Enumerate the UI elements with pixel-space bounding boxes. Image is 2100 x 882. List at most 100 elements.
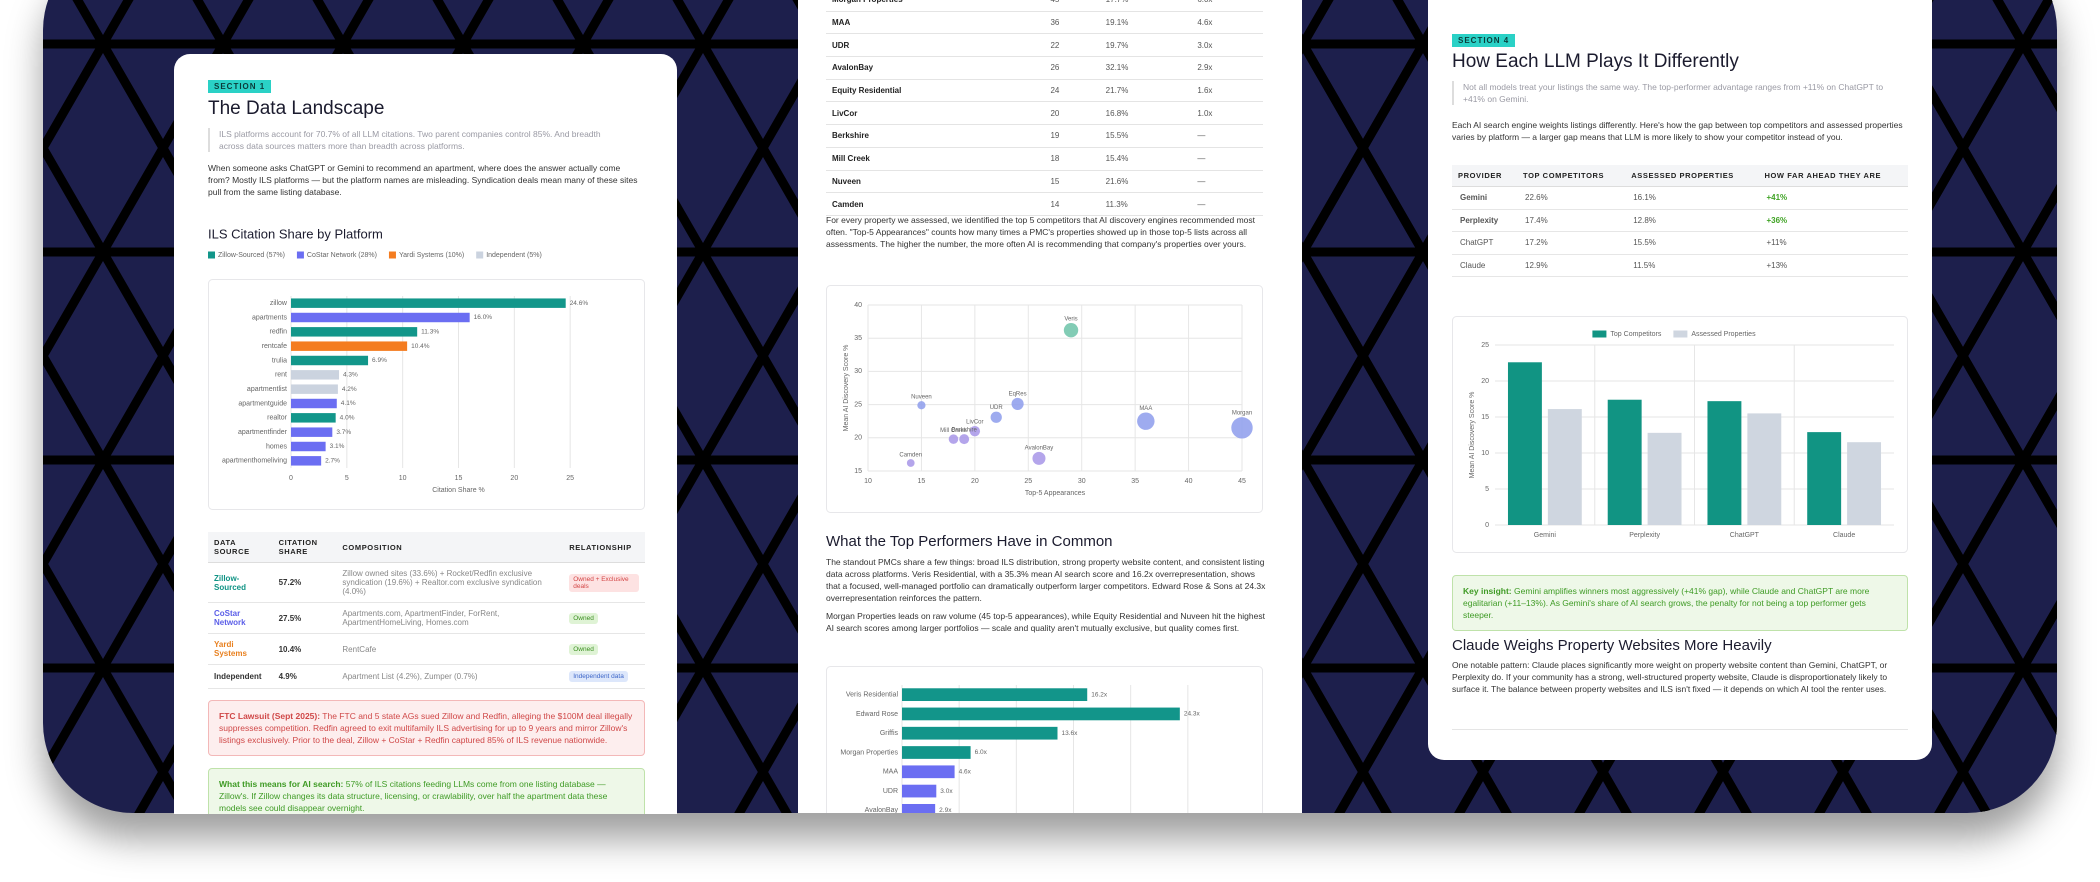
table-cell: 17.2% bbox=[1517, 231, 1626, 255]
table-row: Claude 12.9% 11.5% +13% bbox=[1452, 254, 1908, 277]
table-cell: 22.6% bbox=[1517, 186, 1626, 210]
bar bbox=[1807, 432, 1842, 525]
value-label: 4.1% bbox=[341, 400, 356, 407]
chart-card bbox=[826, 285, 1263, 513]
column-header: ASSESSED PROPERTIES bbox=[1625, 165, 1759, 187]
bar bbox=[291, 370, 340, 380]
table-cell: 19.7% bbox=[1099, 33, 1192, 58]
legend: Top Competitors Assessed Properties bbox=[1592, 330, 1756, 338]
value-label: 16.0% bbox=[474, 314, 493, 321]
table-cell: 24 bbox=[1044, 79, 1100, 103]
column-header: HOW FAR AHEAD THEY ARE bbox=[1758, 165, 1908, 187]
table-row: LivCor 20 16.8% 1.0x bbox=[826, 101, 1263, 126]
legend-label: Yardi Systems (10%) bbox=[399, 252, 464, 259]
bar bbox=[291, 384, 338, 394]
table-cell: 17.7% bbox=[1099, 0, 1192, 12]
table-row: Perplexity 17.4% 12.8% +36% bbox=[1452, 209, 1908, 232]
table-cell: 27.5% bbox=[272, 602, 337, 634]
bar bbox=[1747, 413, 1782, 525]
table-cell: 17.4% bbox=[1517, 209, 1626, 232]
alert-box: FTC Lawsuit (Sept 2025): The FTC and 5 s… bbox=[208, 700, 645, 756]
pmc-table: Morgan Properties4517.7%6.0xMAA3619.1%4.… bbox=[826, 0, 1263, 216]
alert-label: FTC Lawsuit (Sept 2025): bbox=[219, 711, 321, 721]
table-cell: +13% bbox=[1758, 254, 1908, 277]
value-label: 2.9x bbox=[939, 807, 952, 813]
bar bbox=[902, 688, 1088, 702]
table-row: ChatGPT 17.2% 15.5% +11% bbox=[1452, 231, 1908, 255]
table-cell: 21.6% bbox=[1099, 170, 1192, 194]
section-tag: SECTION 4 bbox=[1452, 34, 1516, 47]
x-tick-label: 10 bbox=[399, 475, 407, 482]
category-label: Morgan Properties bbox=[840, 749, 898, 756]
category-label: zillow bbox=[270, 300, 288, 307]
y-tick-label: 30 bbox=[854, 368, 862, 375]
table-cell: Claude bbox=[1452, 254, 1518, 277]
panel-section-1: SECTION 1 The Data Landscape ILS platfor… bbox=[174, 54, 677, 814]
bar bbox=[291, 427, 333, 437]
table-cell: 22 bbox=[1044, 33, 1100, 58]
table-row: Equity Residential 24 21.7% 1.6x bbox=[826, 79, 1263, 103]
chart: ILS Citation Share by Platform Zillow-Sou… bbox=[208, 226, 645, 510]
bar bbox=[902, 726, 1058, 740]
table-row: Camden 14 11.3% — bbox=[826, 192, 1263, 216]
badge: Independent data bbox=[569, 671, 628, 682]
bar bbox=[291, 341, 408, 351]
bar bbox=[291, 355, 369, 366]
value-label: 24.6% bbox=[570, 300, 589, 307]
table-cell: 16.1% bbox=[1625, 186, 1759, 210]
insight-label: What this means for AI search: bbox=[219, 779, 344, 789]
value-label: 3.0x bbox=[940, 788, 953, 795]
table-cell: Gemini bbox=[1452, 186, 1518, 210]
table-cell: Mill Creek bbox=[826, 147, 1045, 171]
badge: Owned + Exclusive deals bbox=[569, 573, 639, 592]
paragraph: Each AI search engine weights listings d… bbox=[1452, 120, 1903, 142]
table-cell: 32.1% bbox=[1099, 56, 1192, 80]
chart: Top Competitors Assessed Properties Mean A… bbox=[1452, 316, 1908, 553]
table-cell: 15 bbox=[1044, 170, 1100, 194]
value-label: 24.3x bbox=[1184, 711, 1201, 718]
table-cell: 36 bbox=[1044, 11, 1100, 35]
insight-text: Gemini amplifies winners most aggressive… bbox=[1463, 586, 1870, 620]
paragraph: Morgan Properties leads on raw volume (4… bbox=[826, 611, 1265, 633]
table-cell: 12.9% bbox=[1517, 254, 1626, 277]
table-cell: AvalonBay bbox=[826, 56, 1045, 80]
point bbox=[1137, 412, 1155, 430]
table-cell: Apartments.com, ApartmentFinder, ForRent… bbox=[336, 602, 564, 634]
legend-label: CoStar Network (28%) bbox=[307, 252, 377, 259]
badge: Owned bbox=[569, 643, 598, 655]
legend-swatch bbox=[388, 251, 396, 259]
legend-label: Top Competitors bbox=[1610, 331, 1661, 338]
insight-box: What this means for AI search: 57% of IL… bbox=[208, 768, 645, 814]
header-row: PROVIDER TOP COMPETITORS ASSESSED PROPERTI… bbox=[1452, 165, 1908, 187]
category-label: realtor bbox=[267, 415, 288, 422]
category-label: apartmentguide bbox=[238, 400, 287, 407]
category-label: Claude bbox=[1833, 532, 1855, 539]
table-cell: Equity Residential bbox=[826, 79, 1045, 103]
provider-table: PROVIDER TOP COMPETITORS ASSESSED PROPERTI… bbox=[1452, 165, 1908, 277]
section-title: The Data Landscape bbox=[208, 98, 385, 119]
table-cell: Independent data bbox=[563, 664, 645, 689]
point-label: Mill Creek bbox=[940, 428, 968, 434]
table-cell: Owned + Exclusive deals bbox=[563, 562, 645, 603]
panel-section-4: SECTION 4 How Each LLM Plays It Differen… bbox=[1428, 0, 1932, 760]
chart-title: ILS Citation Share by Platform bbox=[208, 226, 383, 241]
point-label: MAA bbox=[1139, 406, 1152, 412]
section-title: How Each LLM Plays It Differently bbox=[1452, 51, 1739, 72]
table-cell: 15.5% bbox=[1099, 124, 1192, 148]
table-cell: +41% bbox=[1758, 186, 1908, 210]
point-label: Morgan bbox=[1232, 411, 1252, 417]
point bbox=[969, 425, 981, 437]
point-label: EqRes bbox=[1009, 391, 1027, 397]
table-cell: — bbox=[1191, 192, 1263, 216]
value-label: 11.3% bbox=[421, 329, 439, 336]
paragraph: One notable pattern: Claude places signi… bbox=[1452, 660, 1888, 694]
table-cell: +11% bbox=[1758, 231, 1908, 255]
table-cell: 57.2% bbox=[272, 562, 337, 603]
value-label: 13.6x bbox=[1061, 730, 1078, 737]
table-cell: Morgan Properties bbox=[826, 0, 1045, 12]
table-cell: 4.9% bbox=[272, 664, 337, 689]
bar bbox=[291, 398, 337, 409]
category-label: Veris Residential bbox=[846, 691, 899, 698]
x-tick-label: 15 bbox=[455, 475, 463, 482]
